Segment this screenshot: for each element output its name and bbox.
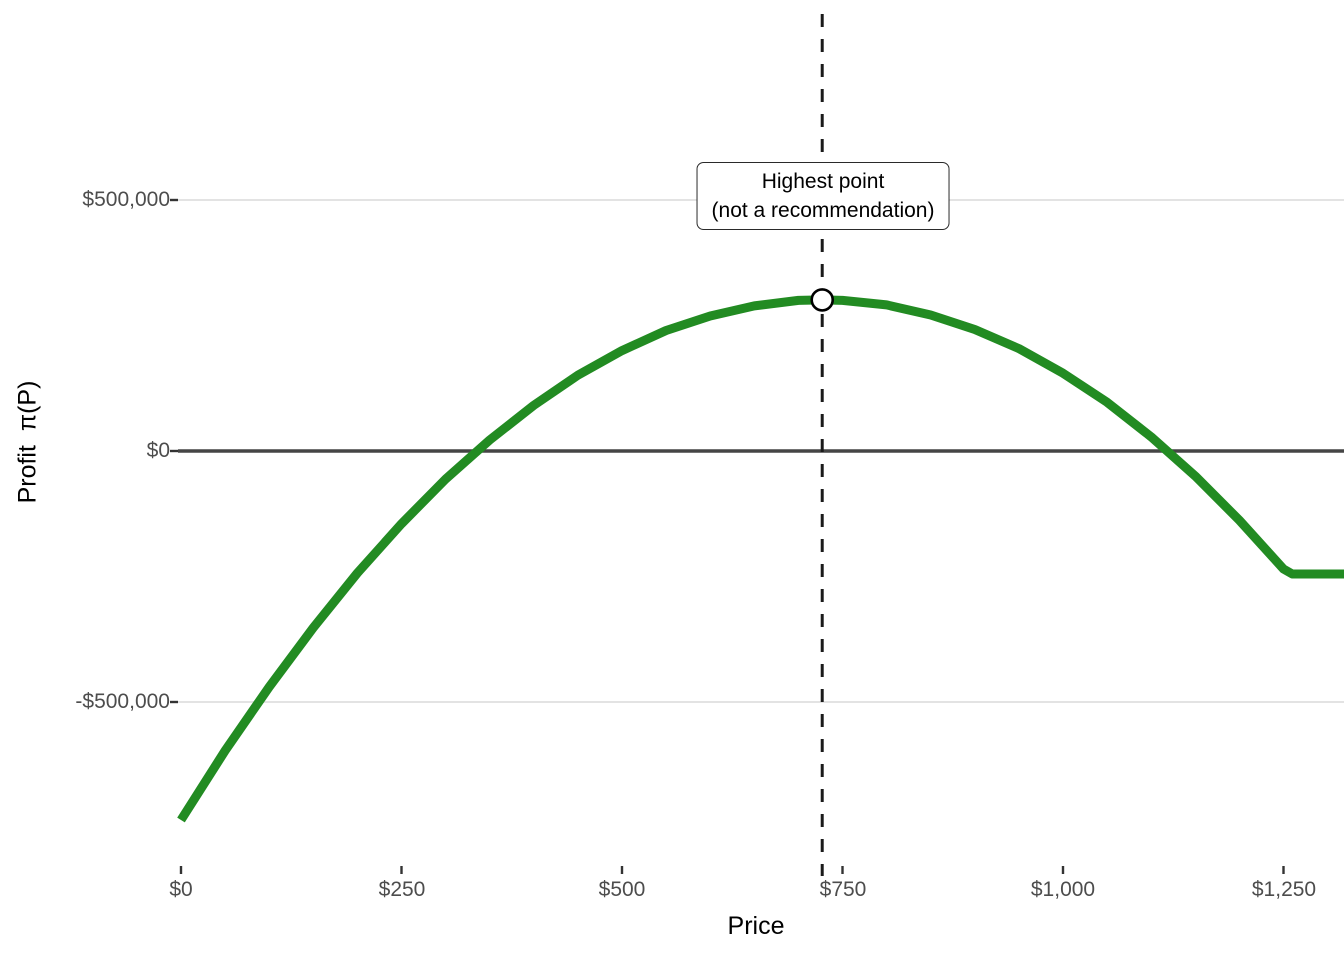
x-tick-label-1000: $1,000 (1030, 878, 1096, 901)
x-tick-label-750: $750 (819, 878, 867, 901)
y-tick-label-0: $0 (146, 439, 170, 462)
annotation-box: Highest point (not a recommendation) (696, 162, 950, 230)
x-tick-label-1250: $1,250 (1251, 878, 1317, 901)
y-tick-label-500000: $500,000 (82, 188, 170, 211)
x-tick-label-0: $0 (169, 878, 193, 901)
annotation-line-1: Highest point (761, 170, 885, 193)
x-axis-title: Price (727, 912, 785, 940)
peak-marker (810, 288, 835, 312)
x-tick-label-500: $500 (598, 878, 646, 901)
annotation-line-2: (not a recommendation) (711, 199, 935, 222)
profit-curve (177, 295, 1344, 823)
x-tick-label-250: $250 (378, 878, 426, 901)
y-tick-label-neg500000: -$500,000 (75, 690, 170, 713)
y-axis-title: Profit π(P) (13, 380, 42, 504)
